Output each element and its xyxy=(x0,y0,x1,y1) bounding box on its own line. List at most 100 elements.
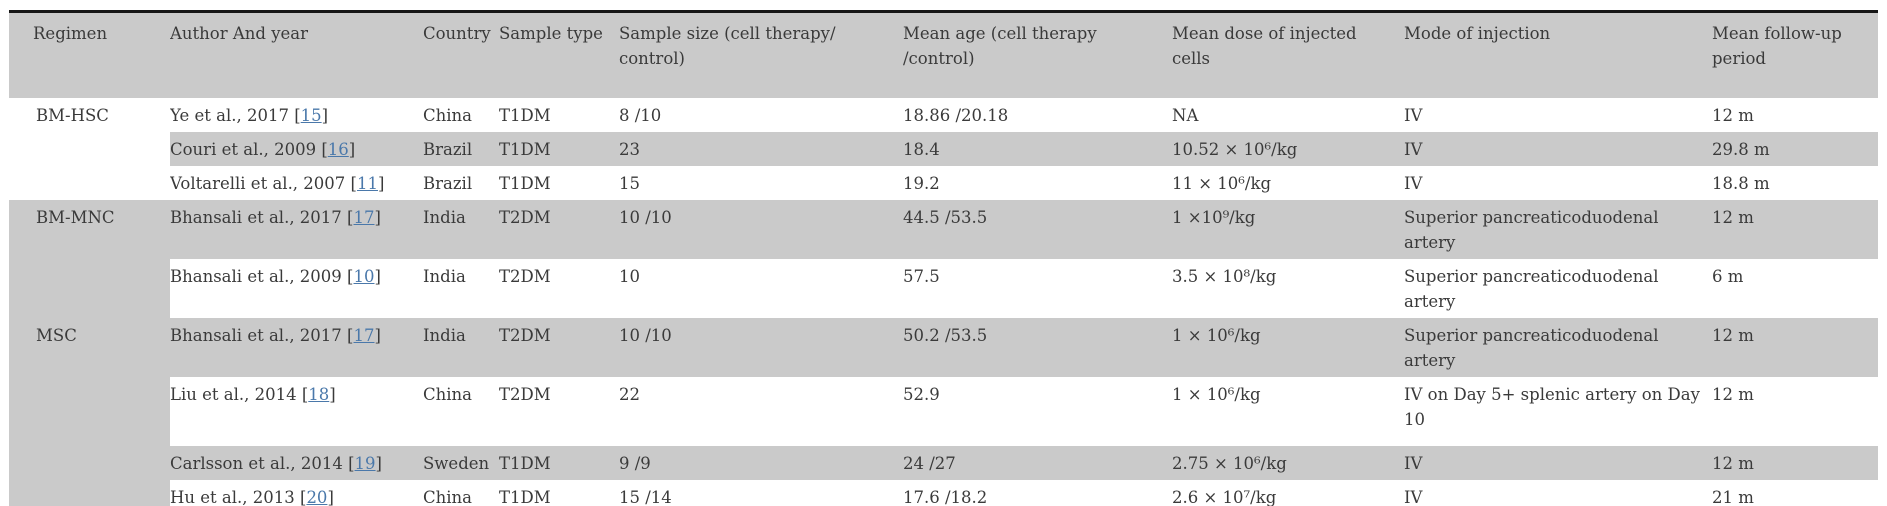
follow-up-cell: 29.8 m xyxy=(1712,132,1878,166)
citation-link[interactable]: 11 xyxy=(356,174,378,193)
citation-link[interactable]: 15 xyxy=(300,106,322,125)
sample-type-cell: T1DM xyxy=(499,132,619,166)
mean-age-cell: 19.2 xyxy=(903,174,940,193)
ref-bracket-open: [ xyxy=(342,454,355,473)
follow-up-cell: 12 m xyxy=(1712,106,1754,125)
country-cell: India xyxy=(423,200,499,259)
follow-up-cell: 21 m xyxy=(1712,488,1754,506)
table-row: MSC Bhansali et al., 2017 [17] India T2D… xyxy=(9,318,1878,506)
sample-type-cell: T2DM xyxy=(499,200,619,259)
mode-cell: IV xyxy=(1404,106,1423,125)
ref-bracket-open: [ xyxy=(341,208,354,227)
study-table: Regimen Author And year Country Sample t… xyxy=(9,10,1878,506)
table-header-row: Regimen Author And year Country Sample t… xyxy=(9,11,1878,98)
mode-cell: IV xyxy=(1404,132,1712,166)
author-cell: Bhansali et al., 2009 [10] xyxy=(170,259,423,318)
author-cell: Couri et al., 2009 [16] xyxy=(170,132,423,166)
citation-link[interactable]: 17 xyxy=(353,208,375,227)
sample-size-cell: 23 xyxy=(619,132,903,166)
citation-link[interactable]: 19 xyxy=(354,454,376,473)
sample-size-cell: 15 xyxy=(619,174,640,193)
ref-bracket-close: ] xyxy=(348,140,356,159)
regimen-cell-bm-hsc: BM-HSC xyxy=(9,98,170,200)
citation-link[interactable]: 17 xyxy=(353,326,375,345)
ref-bracket-open: [ xyxy=(316,140,328,159)
author-cell: Carlsson et al., 2014 [19] xyxy=(170,446,423,480)
ref-bracket-open: [ xyxy=(294,488,307,506)
mode-cell: Superior pancreaticoduodenal artery xyxy=(1404,200,1712,259)
mean-age-cell: 17.6 /18.2 xyxy=(903,488,988,506)
mean-age-cell: 18.4 xyxy=(903,132,1172,166)
author-text: Couri et al., 2009 xyxy=(170,140,317,159)
author-cell: Ye et al., 2017 [15] xyxy=(170,98,423,132)
table-row: Voltarelli et al., 2007 [11] Brazil T1DM… xyxy=(9,166,1878,200)
ref-bracket-open: [ xyxy=(345,174,357,193)
follow-up-cell: 12 m xyxy=(1712,200,1878,259)
ref-bracket-open: [ xyxy=(296,385,309,404)
country-cell: China xyxy=(423,106,472,125)
sample-type-cell: T1DM xyxy=(499,174,551,193)
mode-cell: IV xyxy=(1404,446,1712,480)
author-text: Hu et al., 2013 xyxy=(170,488,295,506)
citation-link[interactable]: 20 xyxy=(306,488,328,506)
follow-up-cell: 12 m xyxy=(1712,385,1754,404)
follow-up-cell: 12 m xyxy=(1712,446,1878,480)
country-cell: China xyxy=(423,385,472,404)
ref-bracket-open: [ xyxy=(288,106,301,125)
header-follow-up: Mean follow-up period xyxy=(1712,11,1878,98)
ref-bracket-close: ] xyxy=(327,488,334,506)
sample-size-cell: 10 /10 xyxy=(619,318,903,377)
sample-type-cell: T2DM xyxy=(499,318,619,377)
sample-size-cell: 9 /9 xyxy=(619,446,903,480)
ref-bracket-close: ] xyxy=(375,454,382,473)
table-row: Carlsson et al., 2014 [19] Sweden T1DM 9… xyxy=(9,446,1878,480)
header-country: Country xyxy=(423,11,499,98)
country-cell: India xyxy=(423,318,499,377)
dose-cell: 11 × 10⁶/kg xyxy=(1172,174,1272,193)
ref-bracket-close: ] xyxy=(329,385,336,404)
table-row: Liu et al., 2014 [18] China T2DM 22 52.9… xyxy=(9,377,1878,446)
sample-size-cell: 8 /10 xyxy=(619,106,662,125)
citation-link[interactable]: 10 xyxy=(353,267,375,286)
country-cell: Sweden xyxy=(423,446,499,480)
citation-link[interactable]: 18 xyxy=(308,385,330,404)
author-text: Bhansali et al., 2017 xyxy=(170,208,342,227)
sample-type-cell: T2DM xyxy=(499,385,551,404)
ref-bracket-close: ] xyxy=(374,267,381,286)
mean-age-cell: 44.5 /53.5 xyxy=(903,200,1172,259)
sample-type-cell: T1DM xyxy=(499,488,551,506)
header-mean-dose: Mean dose of injected cells xyxy=(1172,11,1404,98)
sample-type-cell: T1DM xyxy=(499,446,619,480)
sample-type-cell: T1DM xyxy=(499,106,551,125)
ref-bracket-close: ] xyxy=(374,326,381,345)
mean-age-cell: 57.5 xyxy=(903,267,940,286)
header-sample-type: Sample type xyxy=(499,11,619,98)
country-cell: India xyxy=(423,267,466,286)
author-cell: Liu et al., 2014 [18] xyxy=(170,377,423,446)
follow-up-cell: 12 m xyxy=(1712,318,1878,377)
ref-bracket-open: [ xyxy=(341,267,354,286)
mean-age-cell: 24 /27 xyxy=(903,446,1172,480)
mode-cell: Superior pancreaticoduodenal artery xyxy=(1404,267,1659,311)
dose-cell: 2.75 × 10⁶/kg xyxy=(1172,446,1404,480)
country-cell: Brazil xyxy=(423,174,473,193)
header-author-and-year: Author And year xyxy=(170,11,423,98)
table-row: Couri et al., 2009 [16] Brazil T1DM 23 1… xyxy=(9,132,1878,166)
header-regimen: Regimen xyxy=(9,11,170,98)
ref-bracket-close: ] xyxy=(374,208,381,227)
mean-age-cell: 50.2 /53.5 xyxy=(903,318,1172,377)
mode-cell: IV xyxy=(1404,174,1423,193)
sample-size-cell: 10 /10 xyxy=(619,200,903,259)
country-cell: Brazil xyxy=(423,132,499,166)
table-row: BM-MNC Bhansali et al., 2017 [17] India … xyxy=(9,200,1878,318)
table-row: BM-HSC Ye et al., 2017 [15] China T1DM 8… xyxy=(9,98,1878,200)
sample-size-cell: 22 xyxy=(619,385,640,404)
author-text: Bhansali et al., 2009 xyxy=(170,267,342,286)
citation-link[interactable]: 16 xyxy=(327,140,349,159)
sample-size-cell: 10 xyxy=(619,267,640,286)
follow-up-cell: 18.8 m xyxy=(1712,174,1770,193)
table-row: Hu et al., 2013 [20] China T1DM 15 /14 1… xyxy=(9,480,1878,506)
header-mean-age: Mean age (cell therapy /control) xyxy=(903,11,1172,98)
author-cell: Voltarelli et al., 2007 [11] xyxy=(170,166,423,200)
